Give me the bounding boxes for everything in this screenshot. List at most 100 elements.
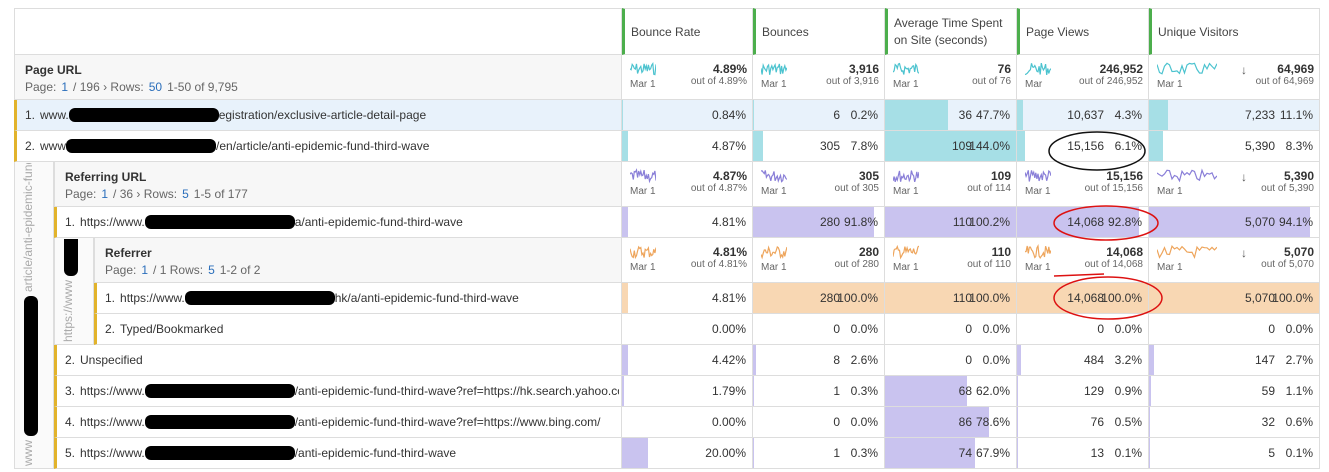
pager-text: / 1 Rows: <box>153 263 204 277</box>
side-text: https://www <box>61 279 75 342</box>
metric-value: 305 <box>819 139 840 153</box>
row-label-cell: 1. https://www. hk/a/anti-epidemic-fund-th… <box>94 283 622 314</box>
share-bar <box>885 407 989 437</box>
metric-value: 5,070 <box>1244 291 1275 305</box>
total-value: 76 <box>997 62 1011 76</box>
row-url: https://www. <box>80 384 145 398</box>
sparkline <box>1157 245 1217 260</box>
sparkline <box>761 62 787 75</box>
row-index: 1. <box>65 215 76 229</box>
redaction <box>144 415 295 429</box>
pager-link: 50 <box>148 80 163 94</box>
row-label-cell: 5. https://www. /anti-epidemic-fund-third-… <box>54 438 622 469</box>
metric-share: 0.0% <box>850 322 878 336</box>
pager: Page: 1 / 1 Rows: 5 1-2 of 2 <box>105 263 265 277</box>
metric-cell: 110 100.0% <box>885 283 1017 314</box>
summary-cell <box>885 238 1017 283</box>
spark-date: Mar 1 <box>630 186 656 197</box>
sparkline <box>1025 244 1051 260</box>
metric-value: 8 <box>833 353 840 367</box>
metric-cell: 10,637 4.3% <box>1017 100 1149 131</box>
metric-value: 4.81% <box>711 291 746 305</box>
metric-share: 100.0% <box>969 291 1010 305</box>
total-out-of: out of 246,952 <box>1079 76 1143 87</box>
metric-share: 3.2% <box>1114 353 1142 367</box>
dimension-title: Referring URL <box>65 170 147 184</box>
pager-text: Page: <box>25 80 57 94</box>
sparkline-path <box>893 244 919 260</box>
metric-share: 2.6% <box>850 353 878 367</box>
metric-share: 78.6% <box>975 415 1010 429</box>
share-bar <box>622 100 624 130</box>
metric-cell: 280 100.0% <box>753 283 885 314</box>
share-bar <box>885 438 975 468</box>
row-label-cell: 3. https://www. /anti-epidemic-fund-third-… <box>54 376 622 407</box>
metric-cell: 4.87% <box>622 131 753 162</box>
total-value: 5,390 <box>1283 169 1314 183</box>
summary-cell <box>622 162 753 207</box>
summary-cell <box>1149 162 1320 207</box>
metric-share: 11.1% <box>1279 108 1313 122</box>
metric-value: 14,068 <box>1067 215 1104 229</box>
metric-share: 0.0% <box>1114 322 1142 336</box>
share-bar <box>1149 345 1154 375</box>
breakdown-side-label: www article/anti-epidemic-fund-... <box>21 163 38 466</box>
share-bar <box>1149 407 1151 437</box>
metric-value: 147 <box>1254 353 1275 367</box>
share-bar <box>753 207 875 237</box>
row-label: 2. www/en/article/anti-epidemic-fund-thir… <box>25 139 619 153</box>
share-bar <box>885 283 1016 313</box>
total-value: 109 <box>990 169 1011 183</box>
sort-icon: ↓ <box>1241 63 1247 77</box>
metric-value: 1 <box>833 446 840 460</box>
share-bar <box>1017 376 1019 406</box>
column-title: Unique Visitors <box>1158 25 1239 39</box>
total-out-of: out of 4.81% <box>690 259 747 270</box>
total-out-of: out of 5,070 <box>1261 259 1314 270</box>
metric-cell: 32 0.6% <box>1149 407 1320 438</box>
metric-share: 0.5% <box>1114 415 1142 429</box>
total-out-of: out of 4.89% <box>690 76 747 87</box>
row-label: 2. Unspecified <box>65 353 619 367</box>
spark-date: Mar 1 <box>761 262 787 273</box>
sparkline-path <box>630 168 656 184</box>
column-title: Average Time Spent on Site (seconds) <box>894 16 1003 47</box>
metric-value: 5,390 <box>1244 139 1275 153</box>
sparkline <box>893 62 919 75</box>
metric-cell: 0.84% <box>622 100 753 131</box>
metric-cell: 0 0.0% <box>1017 314 1149 345</box>
metric-value: 5 <box>1268 446 1275 460</box>
row-url: https://www. <box>120 291 185 305</box>
pager-text: 1-50 of 9,795 <box>167 80 238 94</box>
sparkline <box>1025 169 1051 182</box>
metric-value: 0.00% <box>711 322 746 336</box>
metric-value: 280 <box>819 215 840 229</box>
metric-cell: 147 2.7% <box>1149 345 1320 376</box>
share-bar <box>1149 131 1164 161</box>
spark-date: Mar 1 <box>1157 186 1183 197</box>
metric-cell: 5,070 100.0% <box>1149 283 1320 314</box>
metric-cell: 8 2.6% <box>753 345 885 376</box>
row-url: a/anti-epidemic-fund-third-wave <box>294 215 463 229</box>
metric-value: 76 <box>1090 415 1104 429</box>
total-value: 64,969 <box>1277 62 1314 76</box>
column-title: Bounces <box>762 25 809 39</box>
share-bar <box>1017 407 1018 437</box>
total-value: 3,916 <box>848 62 879 76</box>
sparkline-path <box>761 170 787 184</box>
metric-share: 100.2% <box>969 215 1010 229</box>
total-value: 280 <box>858 245 879 259</box>
total-value: 4.89% <box>712 62 747 76</box>
row-url: egistration/exclusive-article-detail-pag… <box>218 108 427 122</box>
row-url: https://www. <box>80 215 145 229</box>
row-url: /anti-epidemic-fund-third-wave?ref=https… <box>294 415 601 429</box>
metric-share: 4.3% <box>1114 108 1142 122</box>
sparkline-path <box>1157 168 1217 183</box>
metric-value: 36 <box>958 108 972 122</box>
metric-cell: 15,156 6.1% <box>1017 131 1149 162</box>
row-url: Typed/Bookmarked <box>120 322 224 336</box>
pager: Page: 1 / 36 › Rows: 5 1-5 of 177 <box>65 187 253 201</box>
metric-cell: 1.79% <box>622 376 753 407</box>
metric-share: 47.7% <box>975 108 1010 122</box>
